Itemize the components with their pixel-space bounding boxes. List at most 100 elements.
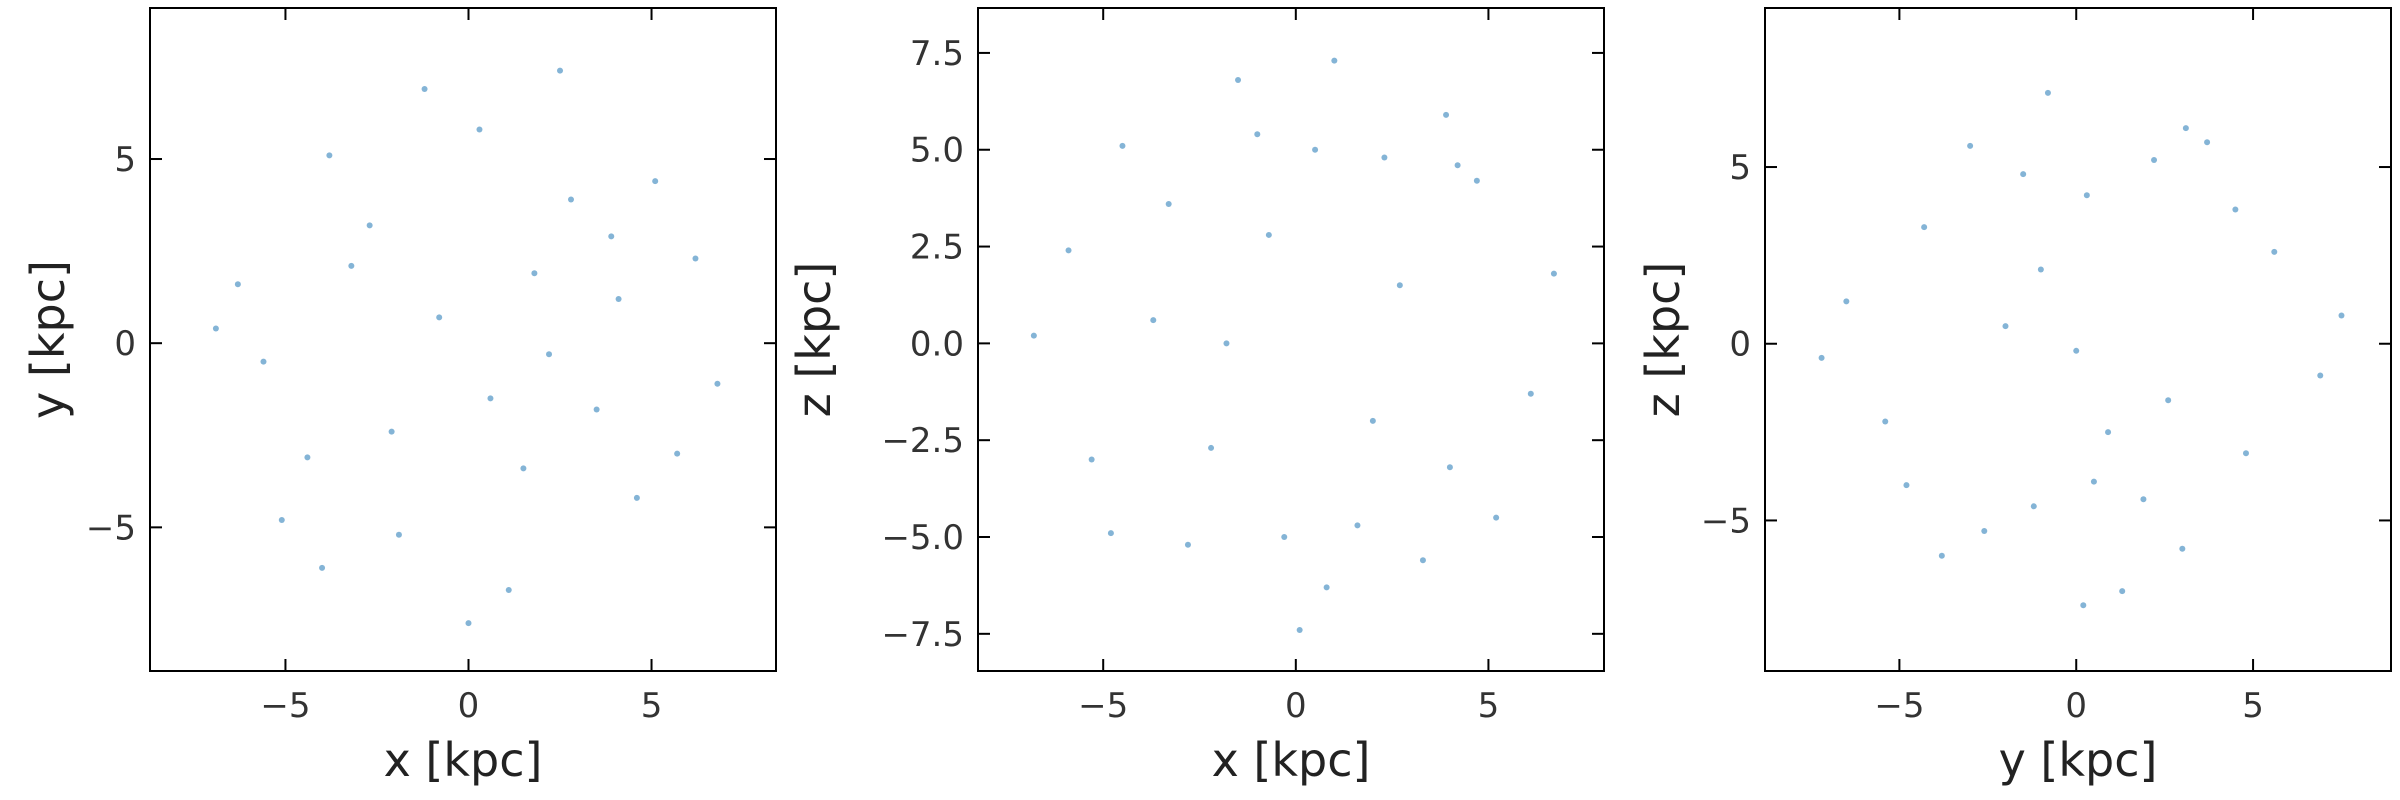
point: [1030, 332, 1037, 339]
point: [1938, 552, 1945, 559]
panel: −5 0 5 −7.5 −5.0 −2.5 0.0 2.5 5.0 7.5 x [kpc] z [kp…: [787, 7, 1605, 787]
y-tick-label: 0: [1729, 325, 1751, 365]
point: [278, 516, 285, 523]
point: [1527, 390, 1534, 397]
point: [1165, 200, 1172, 207]
x-tick-label: −5: [1078, 686, 1128, 726]
point: [212, 325, 219, 332]
point: [2232, 206, 2239, 213]
point: [1150, 317, 1157, 324]
point: [1107, 530, 1114, 537]
x-tick-label: 0: [2065, 686, 2087, 726]
x-axis-label: y [kpc]: [1999, 733, 2158, 787]
y-tick-label: 5: [114, 140, 136, 180]
y-tick-label: 7.5: [910, 34, 964, 74]
point: [2317, 372, 2324, 379]
point: [674, 450, 681, 457]
point: [487, 395, 494, 402]
y-tick-label: 0: [114, 324, 136, 364]
point: [1473, 177, 1480, 184]
y-tick-label: −2.5: [881, 421, 964, 461]
point: [505, 586, 512, 593]
point: [1882, 418, 1889, 425]
point: [1967, 142, 1974, 149]
point: [531, 270, 538, 277]
point: [1296, 626, 1303, 633]
point: [1454, 162, 1461, 169]
plot-frame: [977, 7, 1605, 672]
point: [2037, 266, 2044, 273]
x-tick-label: −5: [260, 686, 310, 726]
point: [260, 358, 267, 365]
panel: −5 0 5 −5 0 5 y [kpc] z [kpc]: [1636, 7, 2392, 787]
point: [593, 406, 600, 413]
point: [615, 295, 622, 302]
y-tick-label: −5: [1701, 501, 1751, 541]
y-tick-label: 5: [1729, 148, 1751, 188]
x-tick-label: 5: [1478, 686, 1500, 726]
point: [421, 86, 428, 93]
point: [234, 281, 241, 288]
x-axis-label: x [kpc]: [384, 733, 543, 787]
point: [2242, 450, 2249, 457]
point: [2080, 602, 2087, 609]
point: [1065, 247, 1072, 254]
point: [1281, 534, 1288, 541]
y-tick-label: −5: [86, 508, 136, 548]
point: [2182, 125, 2189, 132]
point: [2119, 588, 2126, 595]
point: [1369, 417, 1376, 424]
point: [2338, 312, 2345, 319]
point: [348, 262, 355, 269]
point: [476, 126, 483, 133]
point: [520, 465, 527, 472]
point: [465, 620, 472, 627]
point: [2271, 248, 2278, 255]
point: [1818, 354, 1825, 361]
point: [2204, 139, 2211, 146]
point: [2030, 503, 2037, 510]
y-tick-label: −5.0: [881, 518, 964, 558]
point: [366, 222, 373, 229]
point: [1903, 482, 1910, 489]
x-tick-label: 0: [458, 686, 480, 726]
point: [692, 255, 699, 262]
point: [1981, 528, 1988, 535]
point: [1331, 57, 1338, 64]
point: [1419, 557, 1426, 564]
point: [2020, 171, 2027, 178]
x-tick-label: 5: [2242, 686, 2264, 726]
point: [388, 428, 395, 435]
panel: −5 0 5 −5 0 5 x [kpc] y [kpc]: [21, 7, 777, 787]
point: [1119, 142, 1126, 149]
point: [2002, 323, 2009, 330]
point: [2105, 429, 2112, 436]
y-tick-label: 0.0: [910, 324, 964, 364]
point: [2044, 89, 2051, 96]
plot-frame: [1764, 7, 2392, 672]
point: [1223, 340, 1230, 347]
point: [1493, 514, 1500, 521]
point: [557, 67, 564, 74]
point: [1235, 77, 1242, 84]
point: [304, 454, 311, 461]
point: [2140, 496, 2147, 503]
point: [1381, 154, 1388, 161]
point: [608, 233, 615, 240]
point: [1921, 224, 1928, 231]
point: [1396, 282, 1403, 289]
y-tick-label: 5.0: [910, 131, 964, 171]
point: [1088, 456, 1095, 463]
x-tick-label: −5: [1874, 686, 1924, 726]
plot-frame: [149, 7, 777, 672]
y-tick-label: −7.5: [881, 615, 964, 655]
x-tick-label: 0: [1285, 686, 1307, 726]
point: [395, 531, 402, 538]
point: [1184, 541, 1191, 548]
point: [1446, 464, 1453, 471]
y-tick-label: 2.5: [910, 228, 964, 268]
point: [2151, 156, 2158, 163]
y-axis-label: z [kpc]: [787, 262, 841, 418]
point: [1443, 111, 1450, 118]
